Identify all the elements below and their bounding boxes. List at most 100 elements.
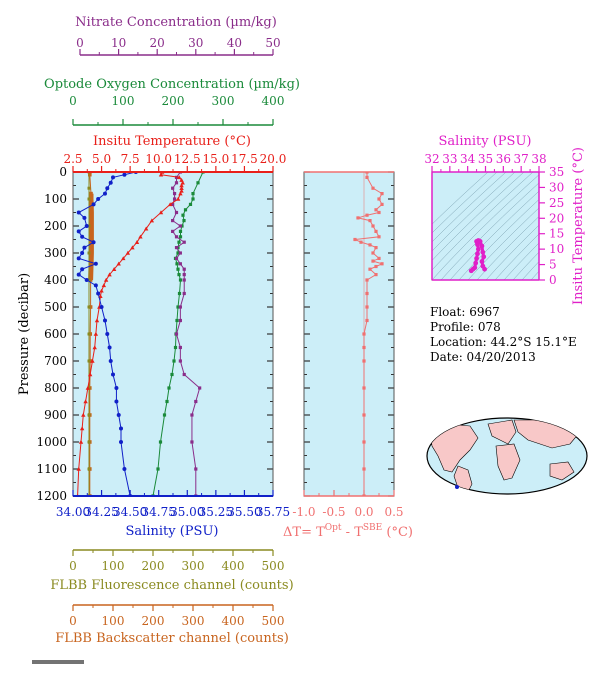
- data-point: [83, 399, 88, 404]
- data-point: [362, 345, 366, 350]
- fluorescence-axis-title: FLBB Fluorescence channel (counts): [50, 578, 293, 593]
- ts-salinity-ticks: 32 33 34 35 36 37 38: [424, 152, 547, 172]
- data-point: [174, 181, 179, 185]
- isopycnal-line: [485, 224, 539, 280]
- tick-label: 200: [162, 94, 185, 108]
- fluorescence-axis: 0 100 200 300 400 500 FLBB Fluorescence chann…: [50, 549, 294, 593]
- data-point: [84, 278, 89, 282]
- data-point: [191, 197, 195, 201]
- tick-label: 34.25: [84, 505, 118, 519]
- ts-point: [475, 251, 480, 257]
- data-point: [99, 305, 104, 309]
- tick-label: 1100: [36, 462, 67, 476]
- data-point: [371, 259, 375, 263]
- ts-salinity-title: Salinity (PSU): [439, 134, 532, 149]
- isopycnal-line: [432, 172, 525, 261]
- isopycnal-line: [503, 242, 539, 280]
- data-point: [374, 229, 378, 233]
- ts-point: [481, 254, 487, 260]
- data-point: [180, 224, 184, 228]
- tick-label: 35.25: [199, 505, 233, 519]
- float-position-marker: [455, 485, 459, 489]
- data-point: [119, 440, 123, 444]
- tick-label: 600: [44, 327, 67, 341]
- isopycnal-line: [432, 174, 539, 280]
- tick-label: 900: [44, 408, 67, 422]
- tick-label: 15.0: [202, 152, 229, 166]
- tick-label: 100: [44, 192, 67, 206]
- data-point: [170, 372, 174, 377]
- data-point: [103, 318, 107, 323]
- tick-label: 35: [478, 152, 493, 166]
- tick-label: 35.75: [256, 505, 290, 519]
- data-point: [84, 224, 89, 228]
- nitrate-axis-ticks: 0 10 20 30 40 50: [76, 36, 281, 55]
- data-point: [182, 240, 186, 244]
- data-point: [80, 251, 85, 255]
- data-point: [78, 439, 84, 444]
- data-point: [371, 224, 375, 228]
- data-point: [76, 466, 81, 471]
- tick-label: 300: [44, 246, 67, 260]
- data-point: [178, 191, 183, 196]
- data-point: [103, 277, 109, 282]
- ts-point: [474, 256, 479, 261]
- tick-label: 35: [549, 165, 564, 179]
- data-point: [87, 278, 91, 282]
- data-point: [138, 234, 143, 239]
- data-point: [87, 372, 93, 377]
- data-point: [173, 345, 178, 350]
- data-point: [87, 413, 91, 417]
- data-point: [107, 272, 112, 277]
- data-point: [188, 202, 193, 206]
- data-point: [380, 202, 384, 206]
- footer-text-mark: [32, 660, 84, 664]
- tick-label: 5: [549, 258, 557, 272]
- data-point: [88, 305, 93, 309]
- data-point: [93, 331, 99, 336]
- tick-label: 200: [142, 614, 165, 628]
- data-point: [85, 385, 91, 390]
- tick-label: 0.5: [384, 505, 403, 519]
- data-point: [76, 210, 81, 215]
- tick-label: 500: [44, 300, 67, 314]
- isopycnal-line: [432, 172, 507, 243]
- pressure-axis-ticks: 0 100 200 300 400 500 600 700 800 900 1000 1100 1200: [36, 165, 273, 503]
- ts-series: [468, 238, 488, 274]
- data-point: [365, 175, 369, 179]
- isopycnal-line: [432, 172, 489, 225]
- profile-number: Profile: 078: [430, 320, 501, 334]
- data-point: [87, 224, 91, 228]
- date: Date: 04/20/2013: [430, 350, 536, 364]
- dt-axis-title: ΔT= TOpt - TSBE (°C): [283, 523, 413, 540]
- data-point: [178, 318, 182, 323]
- tick-label: 20: [150, 36, 165, 50]
- ts-point: [477, 239, 483, 244]
- ts-point: [472, 265, 478, 271]
- tick-label: 10: [549, 242, 564, 256]
- tick-label: 700: [44, 354, 67, 368]
- tick-label: 15: [549, 227, 564, 241]
- data-point: [82, 245, 87, 250]
- data-point: [93, 283, 98, 288]
- data-point: [88, 278, 93, 282]
- tick-label: 32: [424, 152, 439, 166]
- data-point: [177, 273, 181, 277]
- data-point: [116, 413, 121, 417]
- tick-label: 40: [227, 36, 242, 50]
- tick-label: 34: [460, 152, 476, 166]
- data-point: [179, 183, 184, 188]
- data-point: [125, 250, 131, 255]
- data-point: [182, 219, 186, 223]
- data-point: [362, 359, 366, 363]
- isopycnal-line: [449, 190, 539, 280]
- data-point: [194, 467, 198, 471]
- data-point: [172, 192, 177, 196]
- data-point: [182, 278, 186, 282]
- data-point: [82, 215, 87, 220]
- data-point: [368, 267, 372, 271]
- float-id: Float: 6967: [430, 305, 500, 319]
- tick-label: 17.5: [231, 152, 258, 166]
- data-point: [171, 219, 175, 223]
